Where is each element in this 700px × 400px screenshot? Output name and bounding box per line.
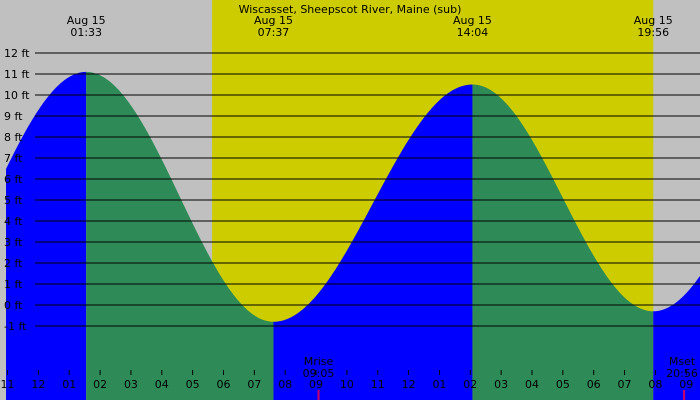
tide-extreme-time: 19:56 bbox=[637, 26, 669, 39]
x-tick-label: 11 bbox=[371, 378, 385, 391]
tide-extreme-time: 07:37 bbox=[258, 26, 290, 39]
moon-event-label: Mrise bbox=[304, 355, 334, 368]
rising-tide-segment bbox=[6, 71, 87, 400]
x-tick-label: 08 bbox=[278, 378, 292, 391]
y-tick-label: 11 ft bbox=[4, 68, 30, 81]
tide-extreme-date: Aug 15 bbox=[634, 14, 673, 27]
y-tick-label: 1 ft bbox=[4, 278, 23, 291]
x-tick-label: 01 bbox=[62, 378, 76, 391]
y-tick-label: 8 ft bbox=[4, 131, 23, 144]
x-tick-label: 01 bbox=[432, 378, 446, 391]
y-tick-label-layer: 12 ft 11 ft 10 ft 9 ft 8 ft 7 ft 6 ft 5 ft 4 ft 3… bbox=[4, 47, 30, 333]
y-tick-label: 3 ft bbox=[4, 236, 23, 249]
x-tick-label: 02 bbox=[463, 378, 477, 391]
y-tick-label: 9 ft bbox=[4, 110, 23, 123]
x-tick-label: 06 bbox=[216, 378, 230, 391]
y-tick-label: 12 ft bbox=[4, 47, 30, 60]
x-tick-label: 02 bbox=[93, 378, 107, 391]
x-tick-label: 07 bbox=[247, 378, 261, 391]
y-tick-label: -1 ft bbox=[4, 320, 27, 333]
x-tick-label: 03 bbox=[494, 378, 508, 391]
rising-tide-segment bbox=[653, 275, 700, 400]
x-tick-label: 07 bbox=[618, 378, 632, 391]
x-tick-label: 09 bbox=[679, 378, 693, 391]
tide-extreme-time: 14:04 bbox=[457, 26, 489, 39]
falling-tide-segment bbox=[86, 71, 274, 400]
tide-extreme-date: Aug 15 bbox=[67, 14, 106, 27]
x-tick-label: 10 bbox=[340, 378, 354, 391]
x-tick-label-layer: 11 12 01 02 03 04 05 06 07 08 09 10 11 12 01 02 03 04 05 06… bbox=[1, 370, 693, 391]
y-tick-label: 7 ft bbox=[4, 152, 23, 165]
y-tick-label: 5 ft bbox=[4, 194, 23, 207]
x-tick-label: 06 bbox=[587, 378, 601, 391]
x-tick-label: 12 bbox=[31, 378, 45, 391]
y-tick-label: 2 ft bbox=[4, 257, 23, 270]
x-tick-label: 04 bbox=[525, 378, 539, 391]
y-tick-label: 10 ft bbox=[4, 89, 30, 102]
x-tick-label: 05 bbox=[186, 378, 200, 391]
y-tick-label: 0 ft bbox=[4, 299, 23, 312]
x-tick-label: 12 bbox=[402, 378, 416, 391]
x-tick-label: 05 bbox=[556, 378, 570, 391]
tide-extreme-date: Aug 15 bbox=[453, 14, 492, 27]
chart-title: Wiscasset, Sheepscot River, Maine (sub) bbox=[239, 3, 462, 16]
x-tick-label: 11 bbox=[1, 378, 15, 391]
moon-event-label: Mset bbox=[669, 355, 696, 368]
gridline-layer bbox=[35, 52, 700, 327]
x-tick-label: 04 bbox=[155, 378, 169, 391]
tide-extreme-time: 01:33 bbox=[70, 26, 102, 39]
moon-event-time: 09:05 bbox=[303, 367, 335, 380]
x-tick-label: 09 bbox=[309, 378, 323, 391]
x-tick-label: 03 bbox=[124, 378, 138, 391]
tide-extreme-date: Aug 15 bbox=[254, 14, 293, 27]
y-tick-label: 6 ft bbox=[4, 173, 23, 186]
y-tick-label: 4 ft bbox=[4, 215, 23, 228]
x-tick-label: 08 bbox=[648, 378, 662, 391]
moon-event-time: 20:56 bbox=[666, 367, 698, 380]
